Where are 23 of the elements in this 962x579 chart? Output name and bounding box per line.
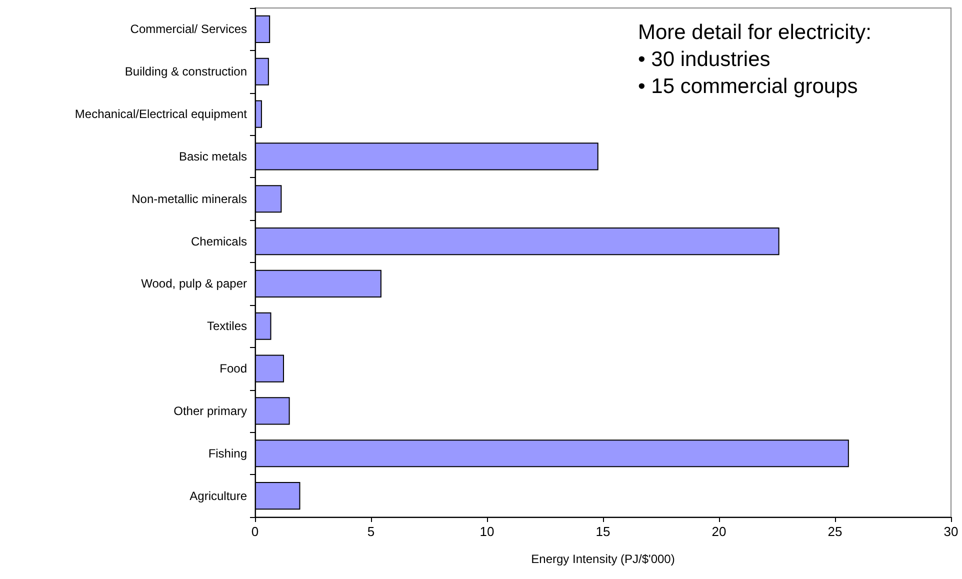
- x-tick-label: 0: [251, 524, 259, 539]
- y-tick-label: Building & construction: [124, 64, 247, 79]
- y-tick-label: Agriculture: [190, 488, 248, 503]
- x-axis-title: Energy Intensity (PJ/$'000): [531, 552, 675, 566]
- x-tick-label: 30: [944, 524, 958, 539]
- y-tick-label: Non-metallic minerals: [132, 192, 247, 206]
- y-tick-label: Food: [220, 362, 247, 376]
- annotation: More detail for electricity:: [638, 21, 872, 44]
- annotation: • 30 industries: [638, 48, 770, 71]
- x-tick-label: 20: [712, 524, 726, 539]
- y-tick-label: Wood, pulp & paper: [141, 276, 247, 291]
- y-tick-label: Basic metals: [178, 149, 247, 164]
- y-tick-label: Chemicals: [190, 234, 247, 248]
- y-tick-label: Commercial/ Services: [130, 22, 247, 36]
- x-tick-label: 25: [828, 524, 842, 539]
- x-tick-label: 15: [596, 524, 610, 539]
- annotation: • 15 commercial groups: [638, 75, 858, 98]
- y-tick-label: Textiles: [206, 319, 247, 334]
- x-tick-label: 5: [367, 524, 375, 539]
- y-tick-label: Fishing: [208, 446, 247, 460]
- x-tick-label: 10: [480, 524, 494, 539]
- y-tick-label: Other primary: [174, 404, 247, 418]
- y-tick-label: Mechanical/Electrical equipment: [74, 107, 248, 122]
